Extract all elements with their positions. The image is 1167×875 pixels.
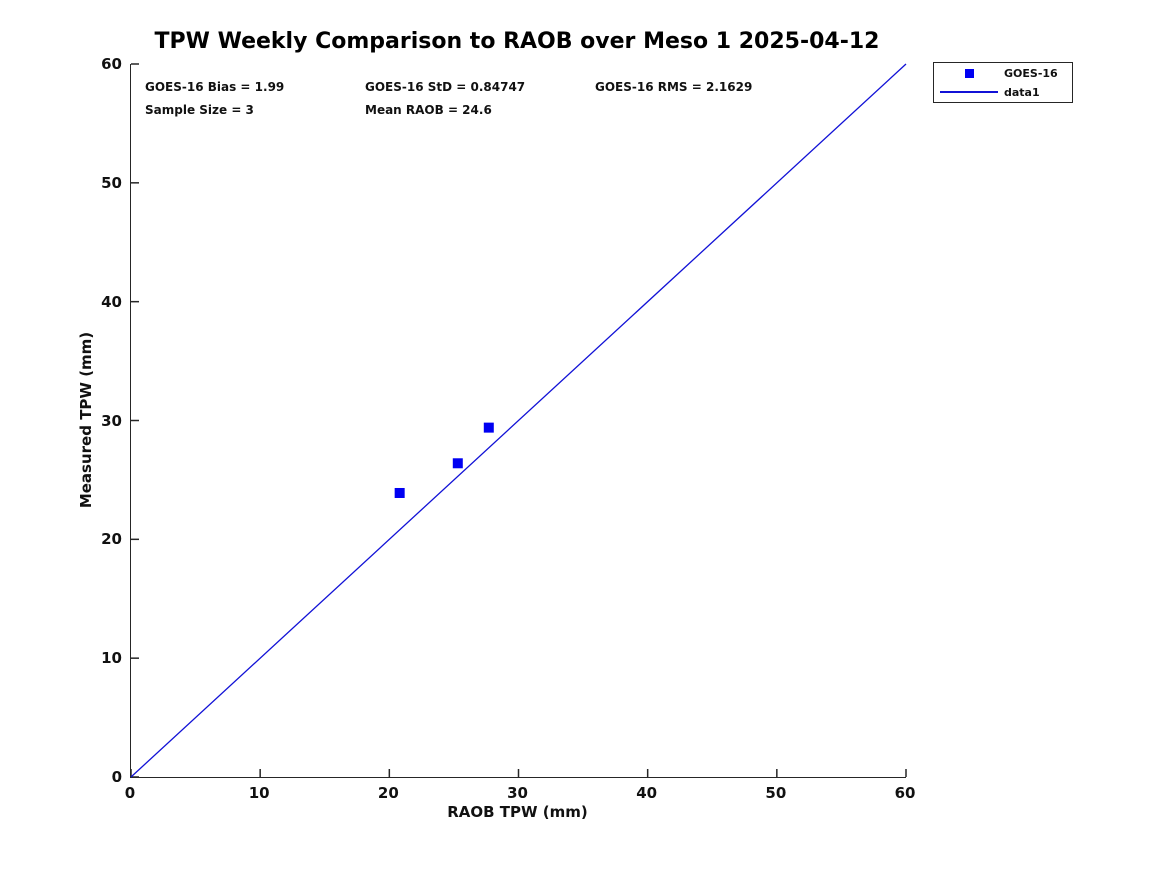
- y-tick-label: 0: [111, 768, 122, 786]
- x-axis-label: RAOB TPW (mm): [447, 803, 588, 821]
- x-tick-label: 30: [507, 784, 528, 802]
- scatter-point: [483, 422, 494, 433]
- legend-glyph-zone: [934, 68, 1004, 78]
- legend-item-goes16: GOES-16: [934, 65, 1072, 82]
- stat-rms: GOES-16 RMS = 2.1629: [595, 80, 753, 94]
- stat-mean-raob: Mean RAOB = 24.6: [365, 103, 492, 117]
- x-tick-label: 20: [377, 784, 399, 802]
- scatter-point: [394, 487, 405, 498]
- stat-std: GOES-16 StD = 0.84747: [365, 80, 526, 94]
- x-tick-label: 10: [248, 784, 270, 802]
- x-tick-label: 40: [636, 784, 658, 802]
- y-tick-label: 60: [101, 55, 122, 73]
- y-axis-label: Measured TPW (mm): [77, 331, 95, 509]
- legend-glyph-zone: [934, 91, 1004, 93]
- plot-svg: [130, 63, 907, 778]
- stat-sample-size: Sample Size = 3: [145, 103, 254, 117]
- chart-title: TPW Weekly Comparison to RAOB over Meso …: [154, 29, 880, 54]
- stat-bias: GOES-16 Bias = 1.99: [145, 80, 285, 94]
- y-tick-label: 40: [101, 292, 122, 311]
- legend-label: data1: [1004, 85, 1040, 99]
- legend-item-data1: data1: [934, 84, 1072, 101]
- y-tick-label: 10: [101, 649, 122, 668]
- legend-box: GOES-16 data1: [933, 62, 1073, 103]
- x-tick-label: 60: [894, 784, 916, 802]
- legend-label: GOES-16: [1004, 66, 1058, 80]
- x-tick-label: 0: [124, 784, 136, 802]
- y-tick-label: 50: [101, 173, 122, 192]
- identity-line: [130, 63, 907, 778]
- square-marker-icon: [964, 68, 974, 78]
- y-tick-label: 20: [101, 530, 122, 549]
- x-tick-label: 50: [765, 784, 787, 802]
- scatter-point: [452, 458, 463, 469]
- y-tick-label: 30: [101, 411, 122, 430]
- plot-area: [130, 63, 907, 778]
- line-sample-icon: [940, 91, 998, 93]
